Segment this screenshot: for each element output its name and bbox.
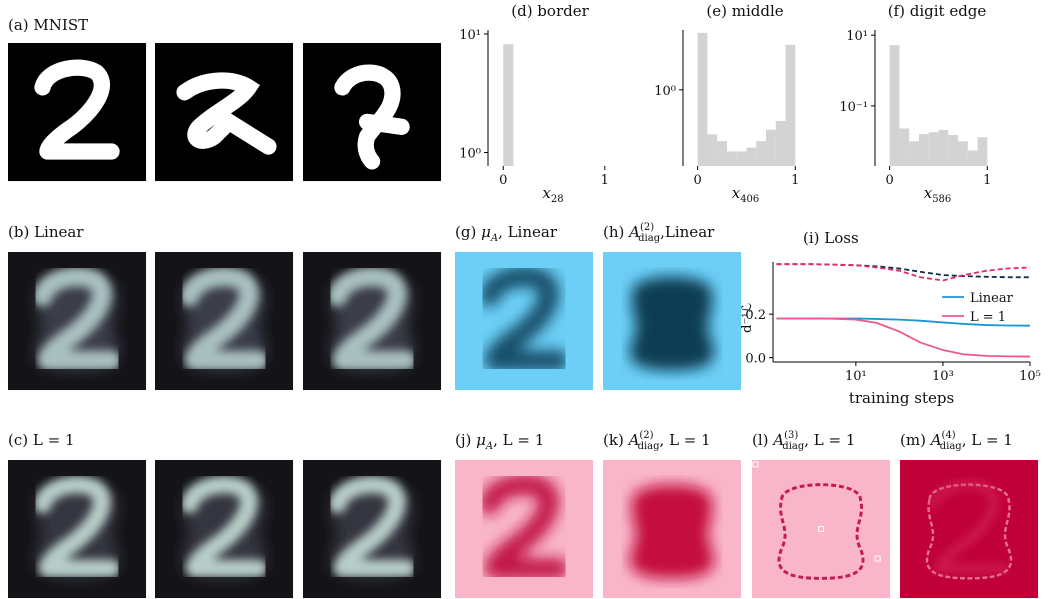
- sample-image: [303, 460, 441, 598]
- bar: [929, 132, 939, 166]
- sample-image: [8, 460, 146, 598]
- panel-label: (k) A(2)diag, L = 1: [603, 430, 711, 452]
- chart-title: (e) middle: [706, 2, 783, 20]
- mnist-image: [303, 43, 441, 181]
- chart-title: (f) digit edge: [888, 2, 987, 20]
- bar: [756, 141, 766, 166]
- mnist-image: [8, 43, 146, 181]
- panel-label: (a) MNIST: [8, 16, 88, 34]
- y-tick-label: 0.0: [745, 352, 766, 367]
- sample-image: [155, 460, 293, 598]
- bar: [899, 128, 909, 166]
- chart-title: (i) Loss: [803, 229, 859, 247]
- legend-label: Linear: [970, 291, 1014, 306]
- diag-image: [603, 460, 741, 598]
- diag-image: [900, 460, 1038, 598]
- x-tick-label: 0: [694, 173, 702, 188]
- bar: [890, 45, 900, 166]
- panel-label: (m) A(4)diag, L = 1: [900, 430, 1013, 452]
- x-axis-label: x586: [924, 184, 952, 205]
- x-tick-label: 0: [886, 173, 894, 188]
- panel-label: (j) μA, L = 1: [455, 431, 544, 452]
- y-tick-label: 10¹: [459, 28, 481, 43]
- bar: [938, 130, 948, 166]
- x-axis-label: x28: [542, 184, 563, 205]
- x-tick-label: 1: [791, 173, 799, 188]
- x-axis-label-sub: 406: [740, 194, 759, 205]
- x-tick-label: 1: [601, 173, 609, 188]
- panel-label: (g) μA, Linear: [455, 223, 558, 244]
- x-axis-label: x406: [732, 184, 760, 205]
- panel-label: (l) A(3)diag, L = 1: [752, 430, 855, 452]
- sample-image: [8, 252, 146, 390]
- page: (a) MNIST (b) Linear (c) L = 1 (g) μA, L…: [0, 0, 1051, 599]
- panel-label: (h) A(2)diag,Linear: [603, 222, 715, 244]
- mnist-image: [155, 43, 293, 181]
- x-axis-label: training steps: [849, 389, 954, 407]
- sample-image: [303, 252, 441, 390]
- series-line: [776, 264, 1030, 280]
- x-tick-label: 10³: [932, 369, 954, 384]
- bar: [958, 141, 968, 166]
- bar: [766, 130, 776, 166]
- bar: [786, 45, 796, 166]
- x-axis-label-sub: 586: [932, 194, 951, 205]
- diag-image: [603, 252, 741, 390]
- figure: (a) MNIST (b) Linear (c) L = 1 (g) μA, L…: [0, 0, 1051, 599]
- x-tick-label: 1: [983, 173, 991, 188]
- bar: [727, 151, 737, 166]
- bar: [717, 141, 727, 166]
- y-tick-label: 10⁰: [654, 84, 676, 99]
- bar: [919, 134, 929, 166]
- panel-label: (c) L = 1: [8, 431, 74, 449]
- diag-image: [752, 460, 890, 598]
- bar: [948, 135, 958, 166]
- legend-label: L = 1: [970, 310, 1006, 325]
- mean-image: [455, 460, 593, 598]
- bar: [978, 137, 988, 166]
- bar: [503, 44, 513, 166]
- bar: [968, 150, 978, 166]
- y-tick-label: 10⁻¹: [839, 100, 868, 115]
- y-tick-label: 10⁰: [459, 147, 481, 162]
- x-axis-label-sub: 28: [551, 194, 564, 205]
- bar: [776, 121, 786, 166]
- sample-image: [155, 252, 293, 390]
- y-axis-label: d⁻¹ℒ: [740, 303, 755, 333]
- x-tick-label: 0: [499, 173, 507, 188]
- panel-label: (b) Linear: [8, 223, 84, 241]
- bar: [746, 148, 756, 166]
- y-tick-label: 10¹: [846, 29, 868, 44]
- x-tick-label: 10¹: [845, 369, 867, 384]
- bar: [698, 33, 708, 166]
- x-tick-label: 10⁵: [1019, 369, 1041, 384]
- bar: [707, 134, 717, 166]
- bar: [909, 141, 919, 166]
- mean-image: [455, 252, 593, 390]
- chart-title: (d) border: [511, 2, 589, 20]
- bar: [737, 151, 747, 166]
